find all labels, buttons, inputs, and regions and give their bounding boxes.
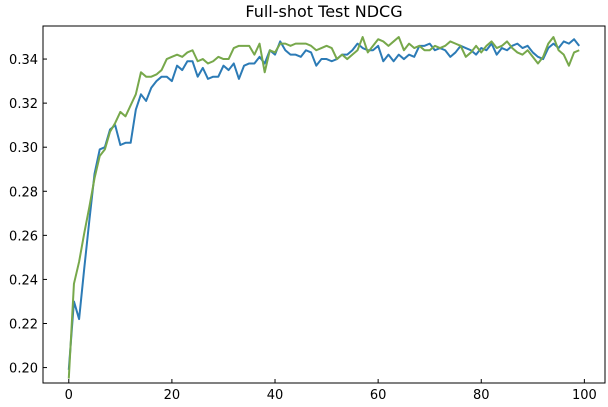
x-axis: 0 20 40 60 80 100 [65,379,597,403]
plot-frame [42,25,606,384]
x-tick-label: 20 [164,388,181,403]
y-tick-label: 0.28 [9,185,38,200]
y-tick-label: 0.34 [9,53,38,68]
series-line-1 [67,38,581,370]
chart-title: Full-shot Test NDCG [245,2,402,21]
x-tick-label: 60 [370,388,387,403]
y-tick-label: 0.32 [9,97,38,112]
x-tick-label: 80 [473,388,490,403]
x-tick-label: 100 [572,388,597,403]
x-tick-label: 40 [267,388,284,403]
y-tick-label: 0.24 [9,273,38,288]
y-tick-label: 0.22 [9,318,38,333]
y-tick-label: 0.20 [9,362,38,377]
series-line-2 [67,36,580,379]
plot-area [67,36,581,379]
y-tick-label: 0.30 [9,141,38,156]
x-tick-label: 0 [65,388,73,403]
y-tick-label: 0.26 [9,229,38,244]
y-axis: 0.20 0.22 0.24 0.26 0.28 0.30 0.32 0.34 [9,53,47,377]
